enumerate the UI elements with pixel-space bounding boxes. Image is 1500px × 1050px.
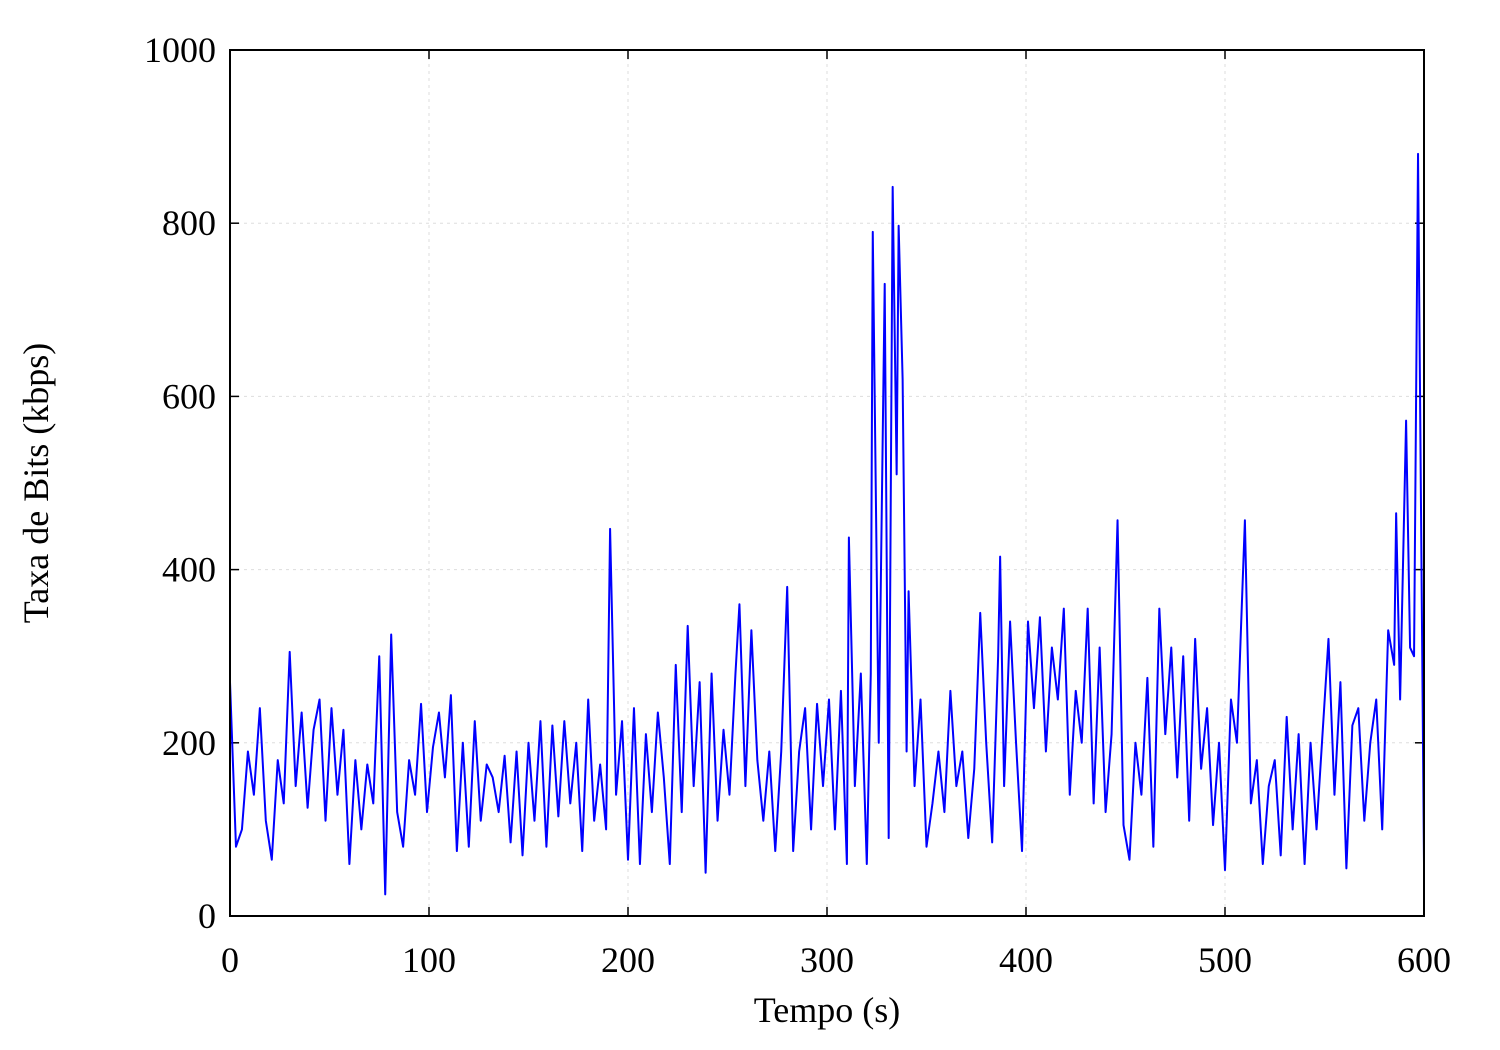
x-tick-label: 0	[221, 940, 239, 980]
x-tick-label: 500	[1198, 940, 1252, 980]
data-line	[229, 152, 1425, 896]
x-axis-label: Tempo (s)	[754, 990, 900, 1030]
plot-frame	[229, 49, 1425, 917]
y-tick-label: 1000	[144, 30, 216, 70]
y-tick-label: 200	[162, 723, 216, 763]
x-tick-label: 600	[1397, 940, 1451, 980]
y-tick-label: 0	[198, 896, 216, 936]
y-tick-label: 600	[162, 376, 216, 416]
x-tick-label: 300	[800, 940, 854, 980]
y-axis-label: Taxa de Bits (kbps)	[16, 343, 56, 623]
y-tick-label: 400	[162, 550, 216, 590]
x-tick-label: 400	[999, 940, 1053, 980]
x-tick-label: 100	[402, 940, 456, 980]
x-tick-label: 200	[601, 940, 655, 980]
y-tick-label: 800	[162, 203, 216, 243]
